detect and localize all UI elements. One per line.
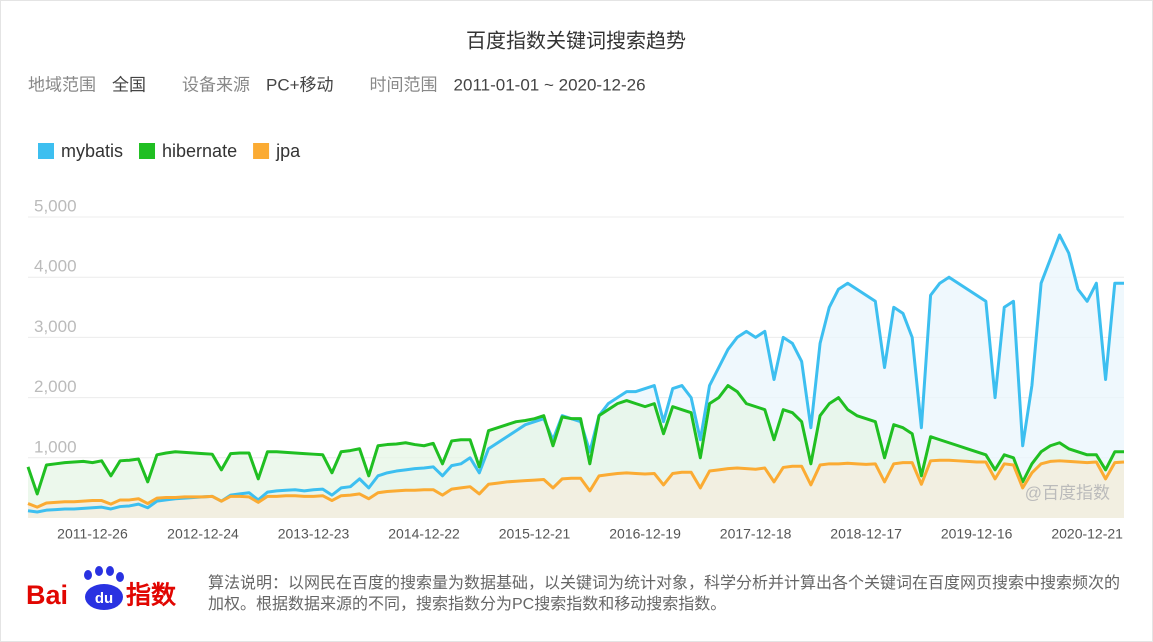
filter-value: 全国 (112, 75, 146, 94)
filter-value: 2011-01-01 ~ 2020-12-26 (454, 75, 646, 94)
x-tick-label: 2020-12-21 (1051, 526, 1123, 542)
filter-value: PC+移动 (266, 75, 334, 94)
x-tick-label: 2014-12-22 (388, 526, 460, 542)
logo-zhishu: 指数 (126, 582, 177, 610)
line (27, 458, 1125, 509)
x-tick-label: 2013-12-23 (278, 526, 350, 542)
logo-du: du (95, 590, 113, 607)
area (28, 460, 1124, 518)
y-tick-label: 1,000 (34, 437, 77, 456)
paw-toe (106, 566, 114, 576)
x-tick-label: 2019-12-16 (941, 526, 1013, 542)
paw-toe (116, 572, 124, 582)
legend-label: hibernate (162, 141, 237, 161)
legend-swatch (253, 143, 270, 159)
filter-label: 时间范围 (370, 75, 438, 94)
x-tick-label: 2018-12-17 (830, 526, 902, 542)
filter-label: 地域范围 (28, 75, 96, 94)
legend-swatch (38, 143, 54, 159)
y-tick-label: 5,000 (34, 196, 77, 215)
paw-pad (85, 584, 123, 610)
logo: Bai du 指数 (26, 566, 177, 610)
paw-toe (95, 566, 103, 576)
x-tick-label: 2015-12-21 (499, 526, 571, 542)
filter-label: 设备来源 (182, 75, 250, 94)
legend-label: jpa (275, 141, 301, 161)
x-tick-label: 2011-12-26 (57, 526, 128, 542)
y-tick-label: 3,000 (34, 317, 77, 336)
logo-bai: Bai (26, 580, 68, 610)
x-tick-label: 2016-12-19 (609, 526, 681, 542)
description: 算法说明：以网民在百度的搜索量为数据基础，以关键词为统计对象，科学分析并计算出各… (208, 575, 1121, 613)
chart-title: 百度指数关键词搜索趋势 (466, 29, 686, 52)
y-tick-label: 2,000 (34, 377, 77, 396)
legend-swatch (139, 143, 156, 159)
paw-toe (84, 570, 92, 580)
x-tick-label: 2017-12-18 (720, 526, 792, 542)
legend-label: mybatis (61, 141, 123, 161)
line (26, 384, 1124, 496)
watermark: @百度指数 (1025, 483, 1110, 502)
x-tick-label: 2012-12-24 (167, 526, 239, 542)
y-tick-label: 4,000 (34, 257, 77, 276)
